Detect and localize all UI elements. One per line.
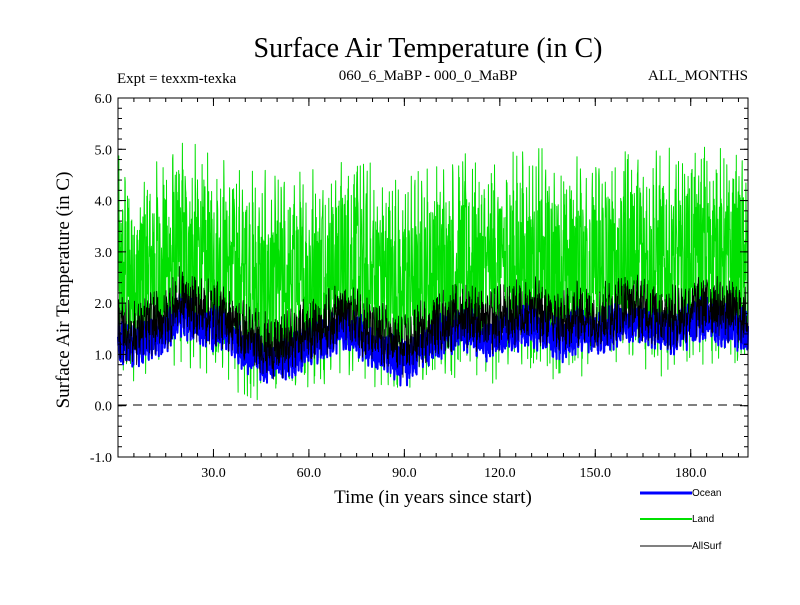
legend-label-land: Land [692,514,714,525]
x-tick-label: 90.0 [392,466,417,481]
legend-label-ocean: Ocean [692,488,721,499]
legend: Ocean Land AllSurf [640,488,722,552]
x-tick-label: 150.0 [580,466,612,481]
y-tick-label: 5.0 [95,143,113,158]
y-tick-label: 1.0 [95,348,113,363]
series-line-land [117,142,749,401]
y-tick-label: 3.0 [95,246,113,261]
y-tick-label: 0.0 [95,400,113,415]
series-layer [117,142,749,401]
plot-frame [117,97,749,458]
y-tick-label: 2.0 [95,297,113,312]
y-tick-label: -1.0 [90,451,112,466]
y-tick-label: 4.0 [95,195,113,210]
x-tick-label: 30.0 [201,466,226,481]
series-line-allsurf [117,266,749,380]
legend-label-allsurf: AllSurf [692,541,722,552]
x-axis-label: Time (in years since start) [334,487,532,508]
months-label: ALL_MONTHS [648,68,748,84]
x-tick-label: 120.0 [484,466,516,481]
experiment-label: Expt = texxm-texka [117,71,237,87]
y-tick-label: 6.0 [95,92,113,107]
x-tick-label: 180.0 [675,466,707,481]
x-tick-label: 60.0 [297,466,322,481]
axes-layer: -1.0 0.0 1.0 2.0 3.0 4.0 5.0 6.0 30.0 60.0 90.0 120… [90,92,748,481]
period-label: 060_6_MaBP - 000_0_MaBP [339,68,518,84]
chart-title: Surface Air Temperature (in C) [254,33,603,64]
y-axis-label: Surface Air Temperature (in C) [53,172,74,409]
